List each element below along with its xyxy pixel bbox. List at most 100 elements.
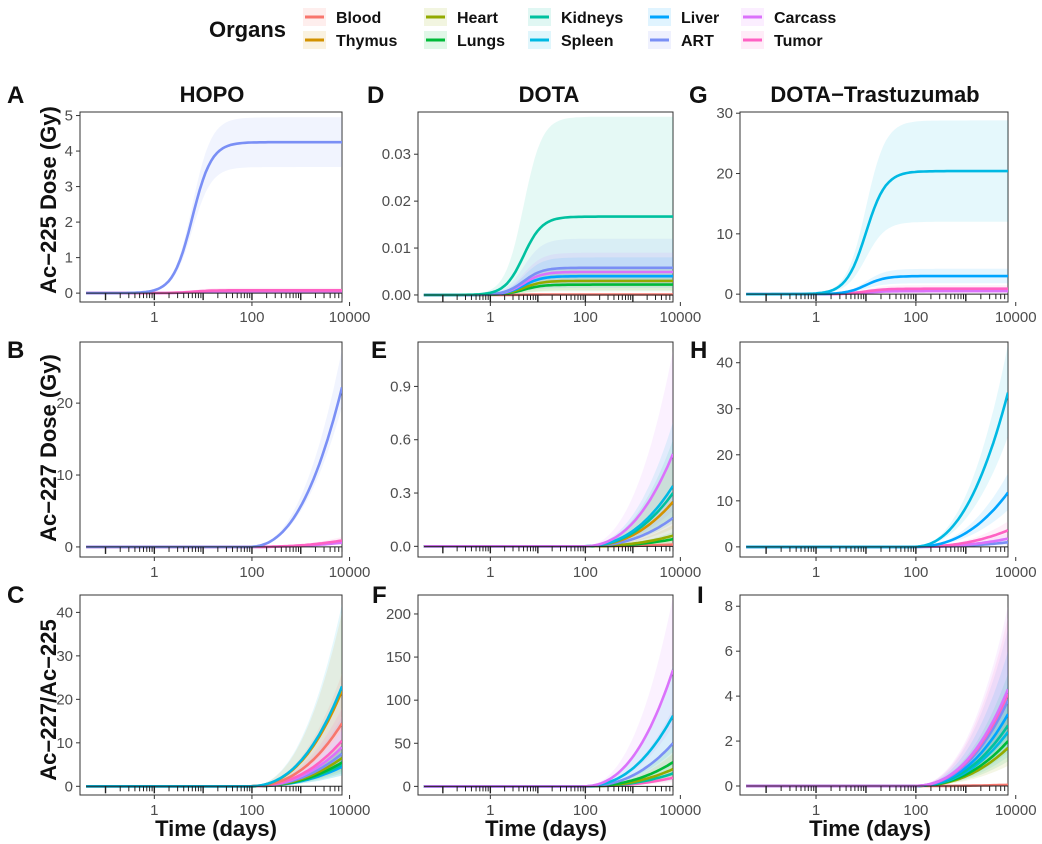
y-tick-label: 150 [386,649,411,666]
row-label-ratio: Ac−227/Ac−225 [36,619,61,780]
x-tick-label: 1 [150,564,158,581]
y-tick-label: 4 [725,688,733,705]
y-tick-label: 40 [56,604,73,621]
legend-item-blood: Blood [303,8,381,27]
legend-label-tumor: Tumor [774,33,823,50]
legend-label-blood: Blood [336,10,381,27]
panel-frame [739,341,1009,558]
x-tick-label: 100 [239,802,264,819]
y-tick-label: 2 [725,733,733,750]
x-tick-label: 10000 [995,802,1037,819]
ribbon-spleen [746,120,1008,295]
legend-item-carcass: Carcass [741,8,836,27]
legend-label-carcass: Carcass [774,10,836,27]
y-tick-label: 30 [716,105,733,122]
panel-b: 0 10 20 1 100 10000 [56,341,371,581]
panel-g: 0 10 20 30 1 100 10000 [716,105,1036,326]
x-tick-label: 100 [573,564,598,581]
x-tick-label: 1 [812,564,820,581]
y-tick-label: 20 [716,166,733,183]
x-tick-label: 100 [239,309,264,326]
x-tick-label: 1 [486,802,494,819]
panel-i: 0 2 4 6 8 1 100 10000 [725,594,1037,819]
panel-label-e: E [371,337,387,364]
legend-label-thymus: Thymus [336,33,397,50]
panel-label-i: I [697,582,704,609]
panel-c: 0 10 20 30 40 1 100 10000 [56,594,371,819]
y-tick-label: 0 [65,539,73,556]
y-tick-label: 6 [725,643,733,660]
ribbon-kidneys [423,116,673,295]
y-tick-label: 0 [725,778,733,795]
legend-item-art: ART [648,31,714,50]
ribbon-art [86,117,342,294]
x-tick-label: 100 [573,802,598,819]
y-tick-label: 20 [56,691,73,708]
legend-label-spleen: Spleen [561,33,613,50]
y-tick-label: 10 [56,735,73,752]
legend-item-heart: Heart [424,8,499,27]
panel-e: 0.0 0.3 0.6 0.9 1 100 10000 [390,341,701,581]
x-tick-label: 1 [486,564,494,581]
y-tick-label: 3 [65,179,73,196]
y-tick-label: 0.03 [382,146,411,163]
x-tick-label: 10000 [659,309,701,326]
x-tick-label: 10000 [659,564,701,581]
y-tick-label: 1 [65,250,73,267]
x-tick-label: 1 [150,309,158,326]
rug-ticks [746,293,1009,302]
y-tick-label: 0.3 [390,485,411,502]
y-tick-label: 0.0 [390,538,411,555]
legend: Organs Blood Thymus Heart Lungs Kidneys Splee… [209,8,836,50]
panel-h: 0 10 20 30 40 1 100 10000 [716,341,1037,581]
legend-label-lungs: Lungs [457,33,505,50]
y-tick-label: 0.6 [390,432,411,449]
x-axis-label-dota: Time (days) [485,816,607,841]
y-tick-label: 20 [716,447,733,464]
legend-item-tumor: Tumor [741,31,823,50]
legend-item-lungs: Lungs [424,31,505,50]
x-tick-label: 100 [903,309,928,326]
y-tick-label: 0.01 [382,240,411,257]
x-tick-label: 10000 [659,802,701,819]
rug-ticks [86,292,343,301]
x-tick-label: 10000 [329,564,371,581]
x-tick-label: 1 [812,802,820,819]
y-tick-label: 50 [394,735,411,752]
rug-ticks [746,546,1009,554]
y-tick-label: 0 [65,778,73,795]
y-tick-label: 100 [386,692,411,709]
legend-item-liver: Liver [648,8,719,27]
panel-frame [417,341,674,558]
x-axis-label-hopo: Time (days) [155,816,277,841]
rug-ticks [423,785,674,794]
ribbon-thymus [423,457,673,547]
x-tick-label: 10000 [329,802,371,819]
y-tick-label: 40 [716,355,733,372]
rug-ticks [746,785,1009,794]
rug-ticks [86,546,343,554]
x-tick-label: 100 [903,802,928,819]
panel-label-d: D [367,82,384,109]
x-tick-label: 10000 [329,309,371,326]
panel-label-c: C [7,582,24,609]
x-tick-label: 10000 [995,564,1037,581]
panel-frame [79,341,343,558]
row-label-ac227-dose: Ac−227 Dose (Gy) [36,354,61,542]
panel-letters: A B C D E F G H I [7,82,708,609]
y-tick-label: 8 [725,598,733,615]
y-tick-label: 0 [403,778,411,795]
x-axis-label-dota-trastuzumab: Time (days) [809,816,931,841]
y-tick-label: 0.02 [382,193,411,210]
rug-ticks [423,294,674,302]
panel-label-f: F [372,582,387,609]
y-tick-label: 0 [65,285,73,302]
y-tick-label: 0.00 [382,287,411,304]
legend-item-thymus: Thymus [303,31,397,50]
y-tick-label: 2 [65,214,73,231]
panel-f: 0 50 100 150 200 1 100 10000 [386,594,701,819]
row-label-ac225-dose: Ac−225 Dose (Gy) [36,106,61,294]
column-title-dota-trastuzumab: DOTA−Trastuzumab [770,82,979,107]
